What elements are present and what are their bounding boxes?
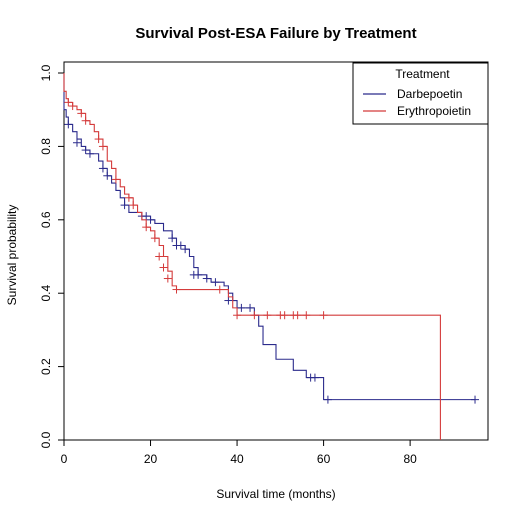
plot-area: 0 20 40 60 80 0.0 0.2 0.4 0.6 0.8 1.0 [39,61,489,466]
censor-mark-darbepoetin [211,278,220,287]
censor-mark-darbepoetin [471,395,480,404]
series-line-erythropoietin [63,73,441,440]
y-tick-label: 0.8 [39,138,53,155]
censor-mark-darbepoetin [181,245,190,254]
censor-mark-darbepoetin [224,296,233,305]
censor-mark-darbepoetin [103,171,112,180]
censor-mark-erythropoietin [98,142,107,151]
censor-mark-darbepoetin [176,241,185,250]
plot-frame [63,61,489,441]
censor-mark-erythropoietin [81,116,90,125]
censor-mark-erythropoietin [68,102,77,111]
y-tick-label: 0.2 [39,358,53,375]
legend-label-darbepoetin: Darbepoetin [397,87,462,101]
legend-label-erythropoietin: Erythropoietin [397,104,471,118]
censor-mark-erythropoietin [280,311,289,320]
y-tick-label: 0.4 [39,285,53,302]
censor-mark-darbepoetin [323,395,332,404]
censor-mark-erythropoietin [172,285,181,294]
censor-mark-erythropoietin [155,252,164,261]
censor-mark-darbepoetin [168,234,177,243]
censor-mark-erythropoietin [111,175,120,184]
censor-mark-erythropoietin [77,109,86,118]
censor-mark-darbepoetin [194,270,203,279]
censor-mark-darbepoetin [98,164,107,173]
legend-title: Treatment [395,67,450,81]
x-tick-label: 0 [61,452,68,466]
censor-mark-erythropoietin [64,98,73,107]
censor-mark-erythropoietin [150,234,159,243]
chart-title: Survival Post-ESA Failure by Treatment [135,25,416,42]
censor-mark-erythropoietin [124,193,133,202]
censor-mark-erythropoietin [142,223,151,232]
legend: Treatment Darbepoetin Erythropoietin [352,62,489,125]
censor-mark-erythropoietin [159,263,168,272]
censor-mark-erythropoietin [250,311,259,320]
censor-mark-darbepoetin [146,215,155,224]
censor-mark-erythropoietin [293,311,302,320]
censor-mark-darbepoetin [64,120,73,129]
y-tick-label: 0.0 [39,431,53,448]
x-tick-label: 80 [403,452,417,466]
x-tick-label: 40 [230,452,244,466]
censor-mark-darbepoetin [202,274,211,283]
y-tick-label: 1.0 [39,64,53,81]
censor-mark-darbepoetin [85,149,94,158]
censor-mark-darbepoetin [246,303,255,312]
y-tick-label: 0.6 [39,211,53,228]
censor-mark-erythropoietin [163,274,172,283]
censor-mark-darbepoetin [72,138,81,147]
censor-mark-darbepoetin [310,373,319,382]
censor-mark-erythropoietin [302,311,311,320]
censor-mark-darbepoetin [81,146,90,155]
censor-mark-erythropoietin [129,201,138,210]
y-axis-label: Survival probability [5,205,19,306]
censor-mark-erythropoietin [215,285,224,294]
x-axis-label: Survival time (months) [216,487,335,501]
x-tick-label: 60 [317,452,331,466]
censor-mark-darbepoetin [120,201,129,210]
censor-mark-darbepoetin [142,212,151,221]
censor-mark-erythropoietin [94,135,103,144]
censor-mark-erythropoietin [319,311,328,320]
x-tick-label: 20 [144,452,158,466]
censor-mark-erythropoietin [233,311,242,320]
censor-mark-erythropoietin [263,311,272,320]
censor-mark-darbepoetin [237,303,246,312]
